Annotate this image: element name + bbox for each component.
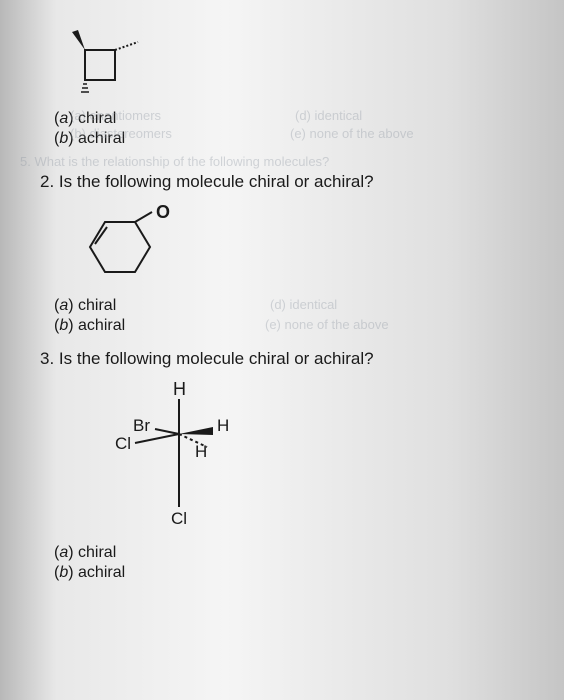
q3-text: Is the following molecule chiral or achi… [59, 349, 374, 368]
faded-e2: (e) none of the above [265, 317, 389, 332]
q1-b-label: b [59, 130, 68, 147]
faded-a1: (a) enantiomers [70, 108, 161, 123]
question-2-section: 2. Is the following molecule chiral or a… [40, 172, 524, 335]
m3-h-right2: H [195, 442, 207, 461]
faded-q5: 5. What is the relationship of the follo… [20, 154, 329, 169]
molecule-2-svg: O [80, 202, 180, 287]
q3-text-line: 3. Is the following molecule chiral or a… [40, 349, 524, 369]
molecule-1-figure [60, 20, 524, 100]
q3-b-label: b [59, 564, 68, 581]
molecule-1-section: (a) enantiomers (d) identical (b) diaste… [40, 20, 524, 148]
faded-d1: (d) identical [295, 108, 362, 123]
m3-h-top: H [173, 379, 186, 399]
molecule-3-figure: H Br Cl H H Cl [95, 379, 524, 534]
molecule-3-svg: H Br Cl H H Cl [95, 379, 265, 534]
q1-a-label: a [59, 110, 68, 127]
q2-text-line: 2. Is the following molecule chiral or a… [40, 172, 524, 192]
q3-option-a: (a) chiral [54, 544, 524, 562]
q3-a-label: a [59, 544, 68, 561]
q2-b-label: b [59, 317, 68, 334]
m3-h-right: H [217, 416, 229, 435]
molecule-1-svg [60, 20, 150, 100]
question-3-section: 3. Is the following molecule chiral or a… [40, 349, 524, 582]
molecule-2-figure: O [80, 202, 524, 287]
oxygen-label: O [156, 202, 170, 222]
q2-number: 2. [40, 172, 54, 191]
q2-a-text: chiral [78, 297, 116, 314]
faded-e1: (e) none of the above [290, 126, 414, 141]
faded-b1: (b) diastereomers [70, 126, 172, 141]
q3-option-b: (b) achiral [54, 564, 524, 582]
q2-b-text: achiral [78, 317, 125, 334]
m3-cl-left: Cl [115, 434, 131, 453]
m3-br: Br [133, 416, 150, 435]
faded-d2: (d) identical [270, 297, 337, 312]
q3-a-text: chiral [78, 544, 116, 561]
q3-b-text: achiral [78, 564, 125, 581]
q2-a-label: a [59, 297, 68, 314]
q2-text: Is the following molecule chiral or achi… [59, 172, 374, 191]
m3-cl-bottom: Cl [171, 509, 187, 528]
q3-number: 3. [40, 349, 54, 368]
